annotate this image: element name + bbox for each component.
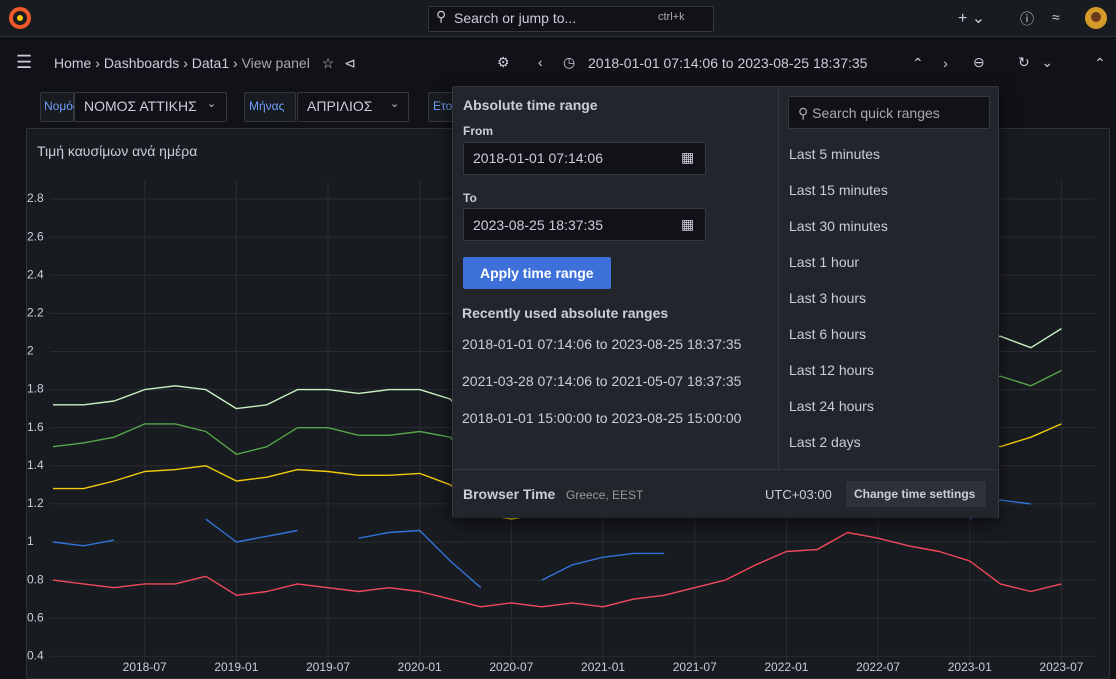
x-tick-label: 2018-07 [123, 660, 167, 674]
offset: UTC+03:00 [765, 487, 832, 502]
x-tick-label: 2022-07 [856, 660, 900, 674]
browser-time: Browser Time [463, 486, 555, 502]
quick-range[interactable]: Last 30 minutes [789, 218, 888, 234]
x-tick-label: 2021-01 [581, 660, 625, 674]
y-tick-label: 2.8 [27, 191, 44, 205]
quick-range[interactable]: Last 15 minutes [789, 182, 888, 198]
y-tick-label: 0.4 [27, 648, 44, 662]
calendar-icon[interactable]: ▦ [681, 149, 694, 166]
series-line [53, 533, 1061, 607]
quick-range[interactable]: Last 1 hour [789, 254, 859, 270]
from-label: From [463, 124, 493, 138]
x-tick-label: 2021-07 [673, 660, 717, 674]
quick-range[interactable]: Last 5 minutes [789, 146, 880, 162]
y-tick-label: 1 [27, 534, 34, 548]
from-value: 2018-01-01 07:14:06 [473, 150, 603, 166]
y-tick-label: 1.8 [27, 382, 44, 396]
quick-range[interactable]: Last 3 hours [789, 290, 866, 306]
to-label: To [463, 191, 477, 205]
recent-range[interactable]: 2021-03-28 07:14:06 to 2021-05-07 18:37:… [462, 370, 777, 392]
y-tick-label: 2.2 [27, 306, 44, 320]
x-tick-label: 2023-01 [948, 660, 992, 674]
quick-search-text: ⚲ Search quick ranges [798, 105, 940, 122]
x-tick-label: 2020-01 [398, 660, 442, 674]
quick-range[interactable]: Last 24 hours [789, 398, 874, 414]
picker-title: Absolute time range [463, 97, 598, 113]
y-tick-label: 2.6 [27, 229, 44, 243]
to-value: 2023-08-25 18:37:35 [473, 217, 603, 233]
y-tick-label: 0.8 [27, 572, 44, 586]
calendar-icon[interactable]: ▦ [681, 216, 694, 233]
quick-range[interactable]: Last 2 days [789, 434, 861, 450]
x-tick-label: 2019-07 [306, 660, 350, 674]
x-tick-label: 2020-07 [489, 660, 533, 674]
page: Search or jump to... ⚲ ctrl+k + ⌄ ⓘ ≈ ☰ … [0, 0, 1116, 677]
y-tick-label: 1.4 [27, 458, 44, 472]
quick-range[interactable]: Last 6 hours [789, 326, 866, 342]
divider [778, 87, 779, 469]
y-tick-label: 2.4 [27, 267, 44, 281]
quick-range[interactable]: Last 12 hours [789, 362, 874, 378]
recent-range[interactable]: 2018-01-01 07:14:06 to 2023-08-25 18:37:… [462, 333, 777, 355]
recent-title: Recently used absolute ranges [462, 305, 668, 321]
apply-text: Apply time range [480, 265, 594, 281]
recent-range[interactable]: 2018-01-01 15:00:00 to 2023-08-25 15:00:… [462, 407, 777, 429]
change-text: Change time settings [854, 487, 975, 501]
y-tick-label: 0.6 [27, 610, 44, 624]
y-tick-label: 1.6 [27, 420, 44, 434]
y-tick-label: 1.2 [27, 496, 44, 510]
zone: Greece, EEST [566, 488, 643, 502]
x-tick-label: 2022-01 [764, 660, 808, 674]
x-tick-label: 2023-07 [1039, 660, 1083, 674]
time-picker: Absolute time range From 2018-01-01 07:1… [452, 86, 999, 518]
y-tick-label: 2 [27, 344, 34, 358]
x-tick-label: 2019-01 [214, 660, 258, 674]
